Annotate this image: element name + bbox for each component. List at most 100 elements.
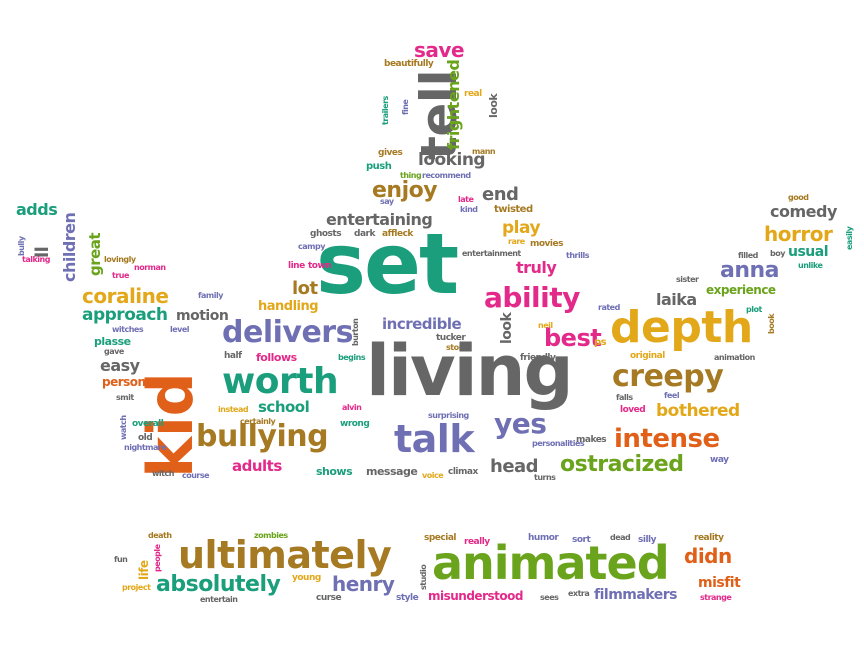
word-motion: motion [176,308,229,324]
word-neil: neil [538,321,553,330]
word-old: old [138,433,153,443]
word-ghosts: ghosts [310,229,342,239]
word-affleck: affleck [382,229,413,239]
word-curse: curse [316,593,342,603]
word-voice: voice [422,471,444,480]
word-easily: easily [845,226,854,250]
word-sees: sees [540,593,559,602]
word-unlike: unlike [798,261,823,270]
word-horror: horror [764,222,833,246]
word-looking: looking [418,150,486,170]
word-true: true [112,271,129,280]
word-children: children [60,212,79,282]
word-ultimately: ultimately [178,533,392,577]
word-watch: watch [119,415,128,440]
word-head: head [490,456,539,477]
word-mann: mann [472,147,496,156]
word-usual: usual [788,244,829,260]
word-dead: dead [610,533,631,542]
word-anna: anna [720,258,780,283]
word-ps: ps [594,337,607,348]
word-easy: easy [100,356,140,375]
word-begins: begins [338,353,366,362]
word-line: line [288,261,305,271]
word-frightened: frightened [444,59,463,150]
word-bothered: bothered [656,401,740,421]
word-play: play [502,218,541,238]
word-shows: shows [316,465,353,478]
word-climax: climax [448,467,478,477]
word-incredible: incredible [382,315,462,333]
word-dark: dark [354,229,375,239]
word-filled: filled [738,251,758,260]
word-approach: approach [82,305,168,325]
word-alvin: alvin [342,403,362,412]
word-falls: falls [616,393,633,402]
word-set: set [316,215,459,313]
word-burton: burton [351,318,360,346]
word-delivers: delivers [222,315,353,350]
word-loved: loved [620,405,646,415]
word-laika: laika [656,290,697,309]
word-filmmakers: filmmakers [594,587,677,603]
word-thing: thing [400,171,422,180]
word-entertainment: entertainment [462,249,521,258]
word-talk: talk [394,417,475,461]
word-extra: extra [568,589,590,598]
word-boy: boy [770,249,785,258]
word-town: town [308,261,332,271]
word-course: course [182,471,210,480]
word-best: best [544,324,602,352]
word-lovingly: lovingly [104,255,136,264]
word-message: message [366,465,418,478]
word-wrong: wrong [340,419,370,429]
word-lot: lot [292,278,318,299]
word-book: book [767,313,776,334]
word-makes: makes [576,435,607,445]
word-end: end [482,184,519,205]
word-plasse: plasse [94,335,131,348]
word-good: good [788,193,809,202]
word-surprising: surprising [428,411,469,420]
word-look: look [487,93,500,118]
word-family: family [198,291,223,300]
word-fine: fine [401,99,410,115]
word-plot: plot [746,305,762,314]
word-rare: rare [508,237,525,246]
word-really: really [464,537,490,547]
word-rated: rated [598,303,620,312]
word-fun: fun [114,555,128,564]
word-save: save [414,38,465,62]
word-talking: talking [22,255,50,264]
word-original: original [630,351,665,361]
word-misunderstood: misunderstood [428,589,523,603]
word-story: story [446,343,467,352]
word-enjoy: enjoy [372,178,438,203]
word-worth: worth [222,361,339,402]
word-late: late [458,195,474,204]
word-person: person [102,375,146,389]
word-absolutely: absolutely [156,572,281,597]
word-death: death [148,531,172,540]
word-young: young [292,573,321,583]
word-henry: henry [332,572,395,596]
word-gives: gives [378,148,403,158]
word-animated: animated [432,536,670,590]
word-campy: campy [298,242,325,251]
word-feel: feel [664,391,680,400]
word-adds: adds [16,200,58,219]
word-recommend: recommend [422,171,471,180]
word-creepy: creepy [612,359,724,394]
word-trailers: trailers [381,96,390,125]
word-intense: intense [614,424,720,454]
word-witches: witches [112,325,144,334]
word-truly: truly [516,258,557,277]
word-instead: instead [218,405,249,414]
word-tucker: tucker [436,333,466,343]
word-coraline: coraline [82,284,169,308]
word-nightmare: nightmare [124,443,167,452]
word-humor: humor [528,533,559,543]
word-witch: witch [152,469,174,478]
word-bullying: bullying [196,419,329,454]
